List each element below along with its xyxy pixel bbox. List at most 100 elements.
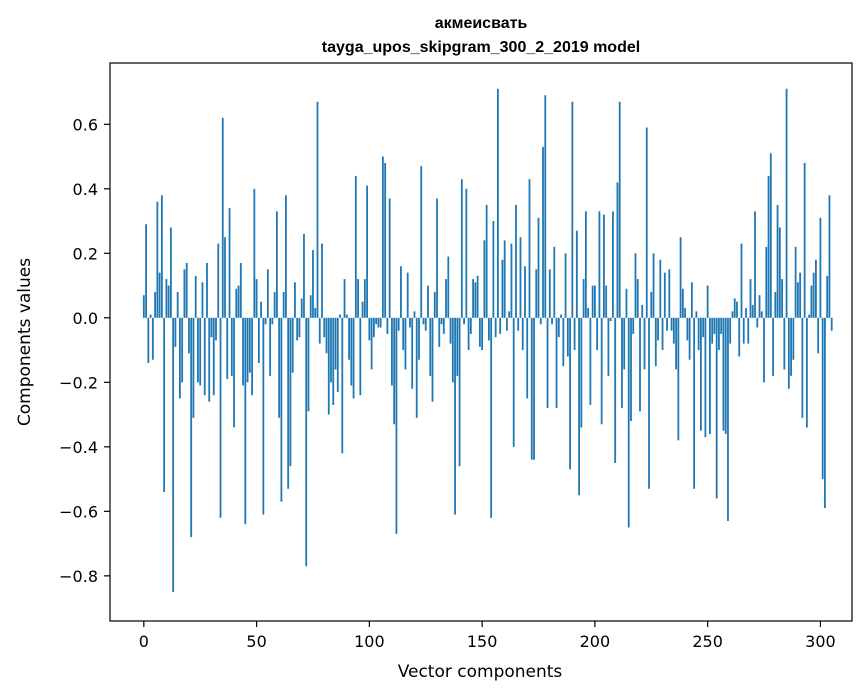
bar-269 <box>749 279 752 318</box>
bar-58 <box>273 292 276 318</box>
bar-56 <box>269 317 272 376</box>
bar-83 <box>330 317 332 383</box>
bar-24 <box>197 317 199 383</box>
bar-2 <box>147 317 150 363</box>
bar-234 <box>670 317 673 331</box>
bar-125 <box>424 317 427 331</box>
bar-196 <box>584 211 587 318</box>
bar-275 <box>763 317 765 383</box>
bar-49 <box>253 188 256 318</box>
bar-95 <box>357 279 359 318</box>
bar-302 <box>824 317 826 509</box>
bar-134 <box>445 279 447 318</box>
y-tick-label: −0.4 <box>59 438 98 457</box>
bar-54 <box>264 317 267 325</box>
bar-161 <box>506 317 508 331</box>
bar-26 <box>201 282 204 318</box>
bar-165 <box>515 204 517 318</box>
bar-91 <box>348 317 350 360</box>
bar-107 <box>384 162 387 318</box>
bar-237 <box>677 317 680 441</box>
bar-104 <box>377 317 380 328</box>
bar-240 <box>684 308 686 318</box>
bar-94 <box>354 175 357 318</box>
bar-223 <box>645 127 648 318</box>
bar-100 <box>368 317 371 341</box>
bar-44 <box>242 317 244 386</box>
bar-260 <box>729 317 732 344</box>
bar-278 <box>769 153 772 318</box>
bar-209 <box>614 317 617 463</box>
bar-145 <box>469 317 472 334</box>
bar-82 <box>327 317 330 415</box>
bar-266 <box>742 317 745 344</box>
bar-235 <box>672 317 675 344</box>
bar-142 <box>463 317 465 325</box>
bar-194 <box>580 317 583 428</box>
bar-178 <box>544 95 547 318</box>
bar-274 <box>760 311 763 318</box>
bar-299 <box>817 317 820 354</box>
bar-109 <box>388 198 391 318</box>
x-axis-label: Vector components <box>398 662 563 682</box>
bar-52 <box>260 301 262 318</box>
bar-105 <box>379 317 382 328</box>
bar-184 <box>557 317 560 338</box>
x-tick-label: 200 <box>580 632 611 651</box>
bar-141 <box>460 179 463 318</box>
bar-61 <box>280 317 283 502</box>
bar-60 <box>278 317 281 418</box>
bar-22 <box>192 317 195 418</box>
bar-272 <box>756 317 759 328</box>
bar-129 <box>433 292 436 318</box>
bar-253 <box>713 317 716 334</box>
bar-112 <box>395 317 398 534</box>
bar-207 <box>609 317 612 322</box>
bar-198 <box>589 317 592 405</box>
bar-236 <box>675 317 677 370</box>
bar-43 <box>239 262 242 318</box>
bar-90 <box>345 314 348 318</box>
bar-291 <box>799 272 802 318</box>
bar-15 <box>176 292 179 318</box>
bar-201 <box>596 317 599 351</box>
bar-151 <box>483 240 486 318</box>
bar-149 <box>478 317 481 347</box>
bar-159 <box>501 259 504 318</box>
bar-239 <box>681 288 684 318</box>
bar-114 <box>400 266 402 318</box>
bar-195 <box>582 279 585 318</box>
bar-250 <box>706 285 709 318</box>
bar-86 <box>336 317 339 392</box>
bar-281 <box>776 204 779 318</box>
bar-126 <box>427 285 429 318</box>
bar-192 <box>575 230 578 318</box>
bar-97 <box>361 301 364 318</box>
bar-162 <box>508 311 511 318</box>
bar-257 <box>722 317 725 431</box>
bar-38 <box>228 208 231 318</box>
bar-180 <box>548 269 551 318</box>
bar-271 <box>754 211 756 318</box>
bar-216 <box>630 317 632 422</box>
bar-47 <box>248 317 251 373</box>
x-tick-label: 150 <box>467 632 498 651</box>
bar-200 <box>593 285 596 318</box>
bar-133 <box>442 317 445 334</box>
bar-191 <box>573 317 576 351</box>
bar-27 <box>203 317 206 396</box>
bar-262 <box>733 298 736 318</box>
bar-140 <box>458 317 461 467</box>
bar-45 <box>244 317 247 525</box>
bar-70 <box>300 298 303 318</box>
bar-153 <box>487 317 490 341</box>
bar-81 <box>325 317 328 354</box>
bar-106 <box>381 156 384 318</box>
bar-13 <box>172 317 175 592</box>
bar-168 <box>521 317 524 351</box>
bar-301 <box>821 317 824 480</box>
bar-295 <box>808 314 811 318</box>
bar-173 <box>533 317 535 460</box>
bar-76 <box>314 308 317 318</box>
